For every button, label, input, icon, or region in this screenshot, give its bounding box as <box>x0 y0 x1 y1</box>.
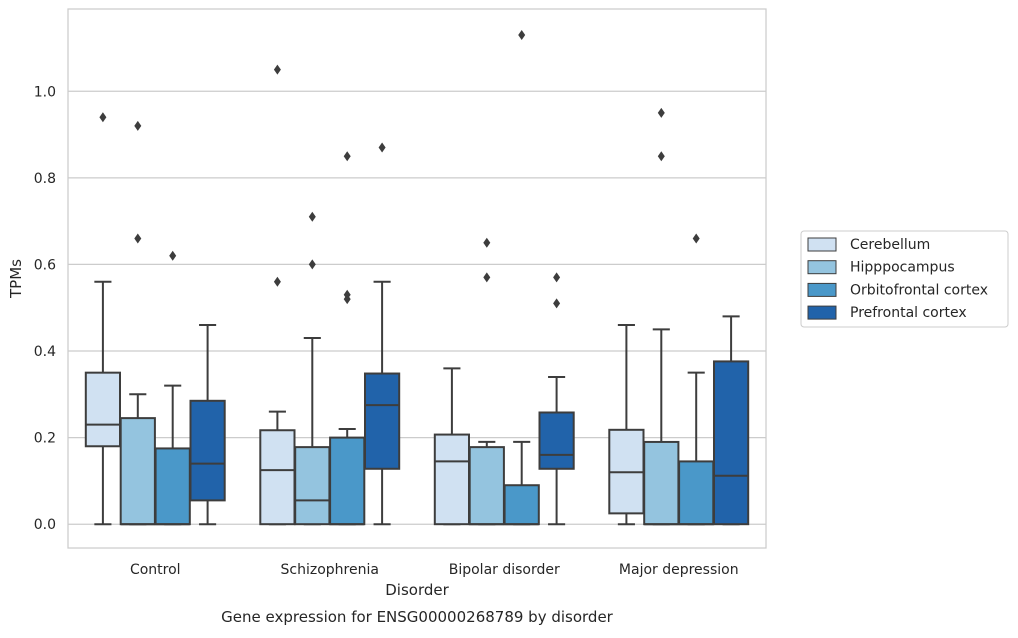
outlier-point <box>273 276 281 287</box>
outlier-point <box>483 272 491 283</box>
box-group <box>468 237 505 526</box>
outlier-point <box>692 233 700 244</box>
box <box>329 436 366 526</box>
box-group <box>608 324 645 526</box>
box-group <box>712 315 750 526</box>
legend-label: Prefrontal cortex <box>850 305 967 321</box>
box-group <box>678 233 715 526</box>
box-group <box>119 120 156 526</box>
legend-swatch <box>807 305 837 320</box>
y-tick-label: 0.6 <box>34 257 56 273</box>
outlier-point <box>483 237 491 248</box>
legend-swatch <box>807 237 837 252</box>
box-group <box>538 272 575 526</box>
y-tick-label: 0.0 <box>34 517 56 533</box>
box <box>503 484 540 526</box>
box-group <box>259 64 296 526</box>
outlier-point <box>308 211 316 222</box>
y-axis-label: TPMs <box>7 259 25 299</box>
x-tick-label: Bipolar disorder <box>449 562 560 578</box>
x-tick-labels: Control Schizophrenia Bipolar disorder Majo… <box>130 562 739 578</box>
box-group <box>329 151 366 526</box>
x-tick-label: Schizophrenia <box>281 562 379 578</box>
x-tick-label: Major depression <box>619 562 739 578</box>
box-group <box>503 29 540 526</box>
y-tick-label: 0.8 <box>34 171 56 187</box>
plot-frame <box>67 8 767 549</box>
chart-title: Gene expression for ENSG00000268789 by d… <box>221 608 614 626</box>
outlier-point <box>657 151 665 162</box>
outlier-point <box>273 64 281 75</box>
box <box>712 360 750 526</box>
outlier-point <box>518 29 526 40</box>
outlier-point <box>134 233 142 244</box>
box <box>678 460 715 526</box>
box-group <box>433 367 471 526</box>
outlier-point <box>169 250 177 261</box>
box-group <box>643 107 680 526</box>
legend-label: Cerebellum <box>850 237 930 253</box>
outlier-point <box>343 151 351 162</box>
box <box>538 411 575 470</box>
box <box>259 429 296 526</box>
box-group <box>189 324 226 526</box>
box <box>189 399 226 502</box>
outlier-point <box>657 107 665 118</box>
box <box>363 372 401 470</box>
box-group <box>84 112 122 526</box>
box <box>154 447 191 526</box>
legend-swatch <box>807 282 837 297</box>
box-group <box>294 211 331 526</box>
y-tick-label: 0.2 <box>34 431 56 447</box>
outlier-point <box>99 112 107 123</box>
outlier-point <box>553 298 561 309</box>
box-group <box>154 250 191 526</box>
outlier-point <box>308 259 316 270</box>
x-tick-label: Control <box>130 562 181 578</box>
legend: Cerebellum Hipppocampus Orbitofrontal cort… <box>800 230 1009 328</box>
y-tick-label: 1.0 <box>34 84 56 100</box>
y-tick-labels: 0.0 0.2 0.4 0.6 0.8 1.0 <box>34 84 56 533</box>
box-group <box>363 142 401 526</box>
box <box>643 440 680 526</box>
legend-frame <box>800 230 1009 328</box>
outlier-point <box>134 120 142 131</box>
legend-label: Orbitofrontal cortex <box>850 282 988 298</box>
boxes <box>84 29 750 526</box>
outlier-point <box>378 142 386 153</box>
y-tick-label: 0.4 <box>34 344 56 360</box>
legend-label: Hipppocampus <box>850 260 955 276</box>
outlier-point <box>553 272 561 283</box>
box <box>294 446 331 526</box>
x-axis-label: Disorder <box>385 581 449 599</box>
box <box>84 371 122 448</box>
box <box>119 417 156 526</box>
box <box>468 446 505 526</box>
outlier-point <box>343 289 351 300</box>
box <box>433 433 471 526</box>
legend-swatch <box>807 260 837 275</box>
